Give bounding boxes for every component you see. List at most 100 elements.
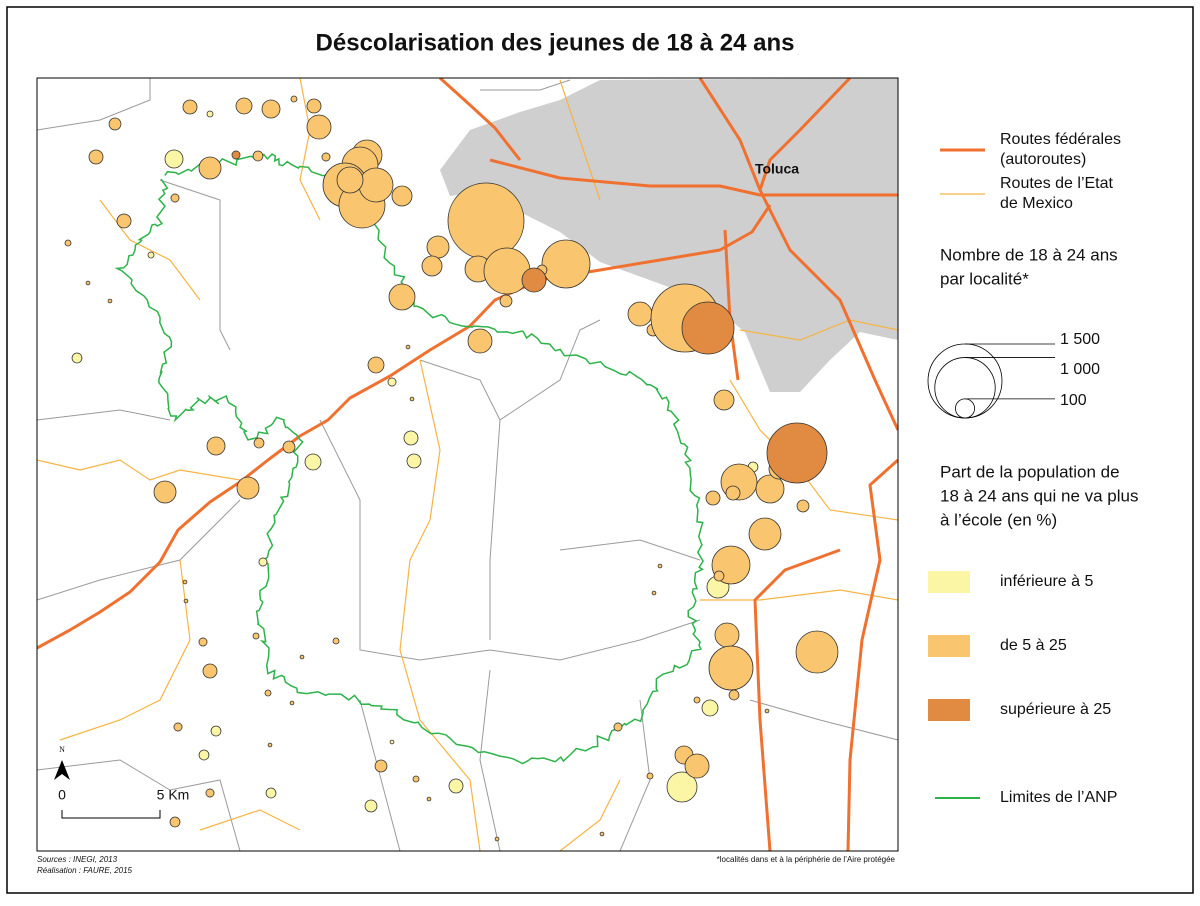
- locality: [299, 654, 305, 660]
- locality: [646, 772, 654, 780]
- locality: [306, 98, 322, 114]
- locality: [467, 328, 493, 354]
- locality: [521, 267, 547, 293]
- locality: [483, 247, 531, 295]
- locality: [206, 436, 226, 456]
- locality: [198, 637, 208, 647]
- locality: [264, 689, 272, 697]
- legend-road-label: (autoroutes): [1000, 151, 1086, 168]
- locality: [306, 114, 332, 140]
- locality: [182, 579, 188, 585]
- federal-roads: [37, 78, 898, 851]
- locality: [116, 213, 132, 229]
- legend: Routes fédérales (autoroutes) Routes de l’…: [927, 131, 1138, 806]
- locality: [713, 570, 725, 582]
- urban-area: [440, 78, 898, 392]
- locality: [796, 499, 810, 513]
- locality: [332, 637, 340, 645]
- locality: [304, 453, 322, 471]
- locality: [684, 753, 710, 779]
- legend-size-title: par localité*: [940, 269, 1029, 288]
- source: Sources : INEGI, 2013: [37, 855, 118, 864]
- locality: [426, 235, 450, 259]
- locality: [170, 193, 180, 203]
- locality: [182, 99, 198, 115]
- locality: [693, 696, 701, 704]
- legend-class-swatch: [928, 699, 970, 721]
- locality: [701, 699, 719, 717]
- map-layers: [37, 78, 898, 851]
- credit: Réalisation : FAURE, 2015: [37, 866, 133, 875]
- legend-color-title: Part de la population de: [940, 462, 1120, 481]
- localities: [64, 95, 839, 842]
- locality: [764, 708, 770, 714]
- locality: [236, 476, 260, 500]
- legend-road-label: Routes de l’Etat: [1000, 175, 1114, 192]
- legend-road-label: de Mexico: [1000, 195, 1073, 212]
- locality: [391, 185, 413, 207]
- legend-class-swatch: [928, 635, 970, 657]
- locality: [235, 97, 253, 115]
- locality: [725, 485, 741, 501]
- locality: [364, 799, 378, 813]
- locality: [358, 167, 394, 203]
- locality: [289, 700, 295, 706]
- legend-size-label: 100: [1060, 392, 1087, 409]
- locality: [387, 377, 397, 387]
- locality: [267, 742, 273, 748]
- locality: [336, 166, 364, 194]
- locality: [748, 517, 782, 551]
- locality: [367, 356, 385, 374]
- locality: [499, 294, 513, 308]
- locality: [282, 440, 296, 454]
- locality: [766, 422, 828, 484]
- locality: [231, 150, 241, 160]
- north-label: N: [59, 745, 65, 754]
- locality: [705, 490, 721, 506]
- locality: [666, 771, 698, 803]
- locality: [147, 251, 155, 259]
- legend-color-title: à l’école (en %): [940, 510, 1057, 529]
- locality: [261, 99, 281, 119]
- locality: [321, 152, 331, 162]
- locality: [388, 283, 416, 311]
- locality: [107, 298, 113, 304]
- locality: [405, 344, 411, 350]
- legend-anp-label: Limites de l’ANP: [1000, 789, 1117, 806]
- locality: [421, 255, 443, 277]
- locality: [205, 788, 215, 798]
- locality: [206, 110, 214, 118]
- locality: [409, 396, 415, 402]
- scale-start: 0: [58, 787, 66, 803]
- legend-size-label: 1 000: [1060, 361, 1100, 378]
- locality: [681, 301, 735, 355]
- locality: [613, 722, 623, 732]
- locality: [755, 474, 785, 504]
- legend-class-label: supérieure à 25: [1000, 701, 1111, 718]
- locality: [173, 722, 183, 732]
- locality: [494, 836, 500, 842]
- legend-class-label: inférieure à 5: [1000, 573, 1093, 590]
- locality: [210, 725, 222, 737]
- legend-color-title: 18 à 24 ans qui ne va plus: [940, 486, 1138, 505]
- map: Toluca N 0 5 Km: [36, 77, 899, 852]
- locality: [795, 630, 839, 674]
- legend-class-swatch: [928, 571, 970, 593]
- locality: [426, 796, 432, 802]
- locality: [627, 301, 653, 327]
- locality: [714, 622, 740, 648]
- locality: [202, 663, 218, 679]
- locality: [708, 645, 754, 691]
- locality: [389, 739, 395, 745]
- locality: [71, 352, 83, 364]
- locality: [169, 816, 181, 828]
- locality: [198, 156, 222, 180]
- locality: [198, 749, 210, 761]
- locality: [374, 759, 388, 773]
- footnote: *localités dans et à la périphérie de l’…: [717, 855, 896, 864]
- legend-road-label: Routes fédérales: [1000, 131, 1121, 148]
- place-label: Toluca: [755, 161, 799, 177]
- map-frame: [36, 77, 899, 852]
- locality: [651, 590, 657, 596]
- locality: [448, 778, 464, 794]
